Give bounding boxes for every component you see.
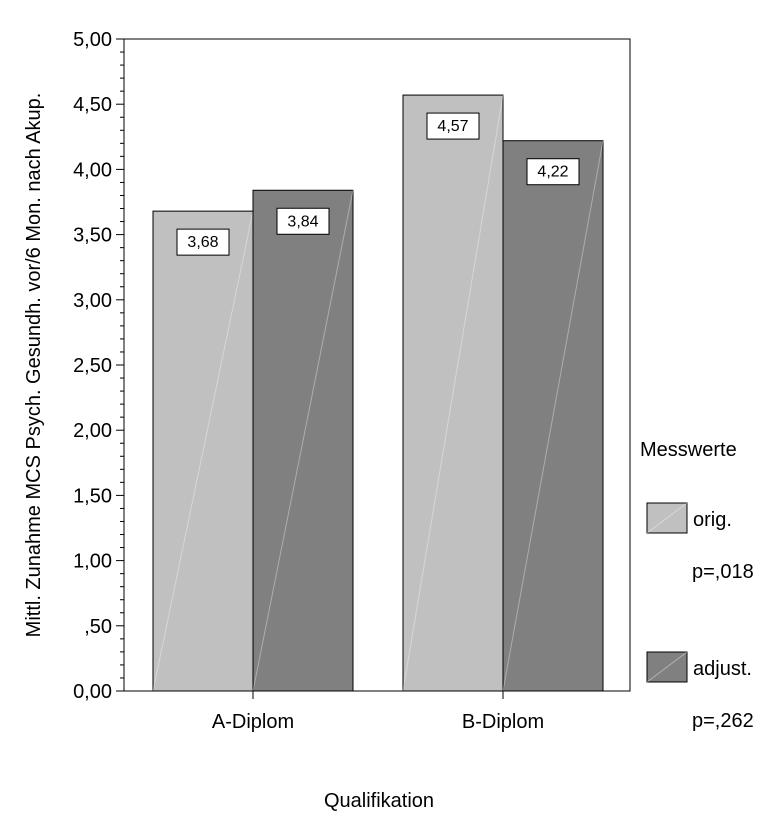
bar-hatch — [152, 211, 254, 692]
legend-swatch-orig — [646, 502, 688, 534]
legend-title: Messwerte — [640, 439, 737, 461]
legend-p-value: p=,262 — [692, 710, 754, 732]
y-axis: 0,00 ,50 1,00 1,50 2,00 2,50 3,00 3,50 4,00 4,50 5… — [73, 29, 124, 703]
y-tick-label: 4,50 — [73, 94, 112, 116]
y-tick-label: 3,50 — [73, 225, 112, 247]
legend: Messwerte orig. p=,018 adjust. p=,262 — [640, 439, 754, 732]
data-label: 3,68 — [187, 234, 218, 251]
y-tick-label: 5,00 — [73, 29, 112, 51]
data-label-box — [176, 228, 230, 256]
legend-swatch-hatch — [646, 651, 688, 683]
x-tick-label: B-Diplom — [462, 711, 544, 733]
y-tick-label: 3,00 — [73, 290, 112, 312]
x-axis: A-Diplom B-Diplom — [212, 691, 544, 733]
legend-p-value: p=,018 — [692, 561, 754, 583]
x-axis-title: Qualifikation — [324, 790, 434, 812]
bars — [152, 94, 604, 692]
y-tick-label: 4,00 — [73, 159, 112, 181]
y-tick-label: ,50 — [84, 616, 112, 638]
data-labels: 3,68 3,84 4,57 4,22 — [176, 112, 580, 256]
data-label: 4,22 — [537, 164, 568, 181]
legend-swatch-adjust — [646, 651, 688, 683]
data-label-box — [526, 158, 580, 186]
legend-label: adjust. — [693, 658, 752, 680]
bar-hatch — [252, 190, 354, 692]
y-tick-label: 1,50 — [73, 485, 112, 507]
bar-b-diplom-orig — [402, 94, 504, 692]
y-tick-label: 2,00 — [73, 420, 112, 442]
bar-a-diplom-adjust — [252, 189, 354, 692]
data-label-box — [276, 207, 330, 235]
data-label: 3,84 — [287, 213, 318, 230]
bar-hatch — [502, 140, 604, 692]
y-tick-label: 1,00 — [73, 551, 112, 573]
data-label: 4,57 — [437, 118, 468, 135]
bar-a-diplom-orig — [152, 210, 254, 692]
legend-label: orig. — [693, 509, 732, 531]
legend-swatch-hatch — [646, 502, 688, 534]
y-tick-label: 0,00 — [73, 681, 112, 703]
y-tick-label: 2,50 — [73, 355, 112, 377]
plot-frame — [123, 38, 631, 692]
data-label-box — [426, 112, 480, 140]
bar-b-diplom-adjust — [502, 140, 604, 692]
y-axis-title: Mittl. Zunahme MCS Psych. Gesundh. vor/6… — [23, 93, 45, 638]
x-tick-label: A-Diplom — [212, 711, 294, 733]
bar-hatch — [402, 94, 504, 692]
